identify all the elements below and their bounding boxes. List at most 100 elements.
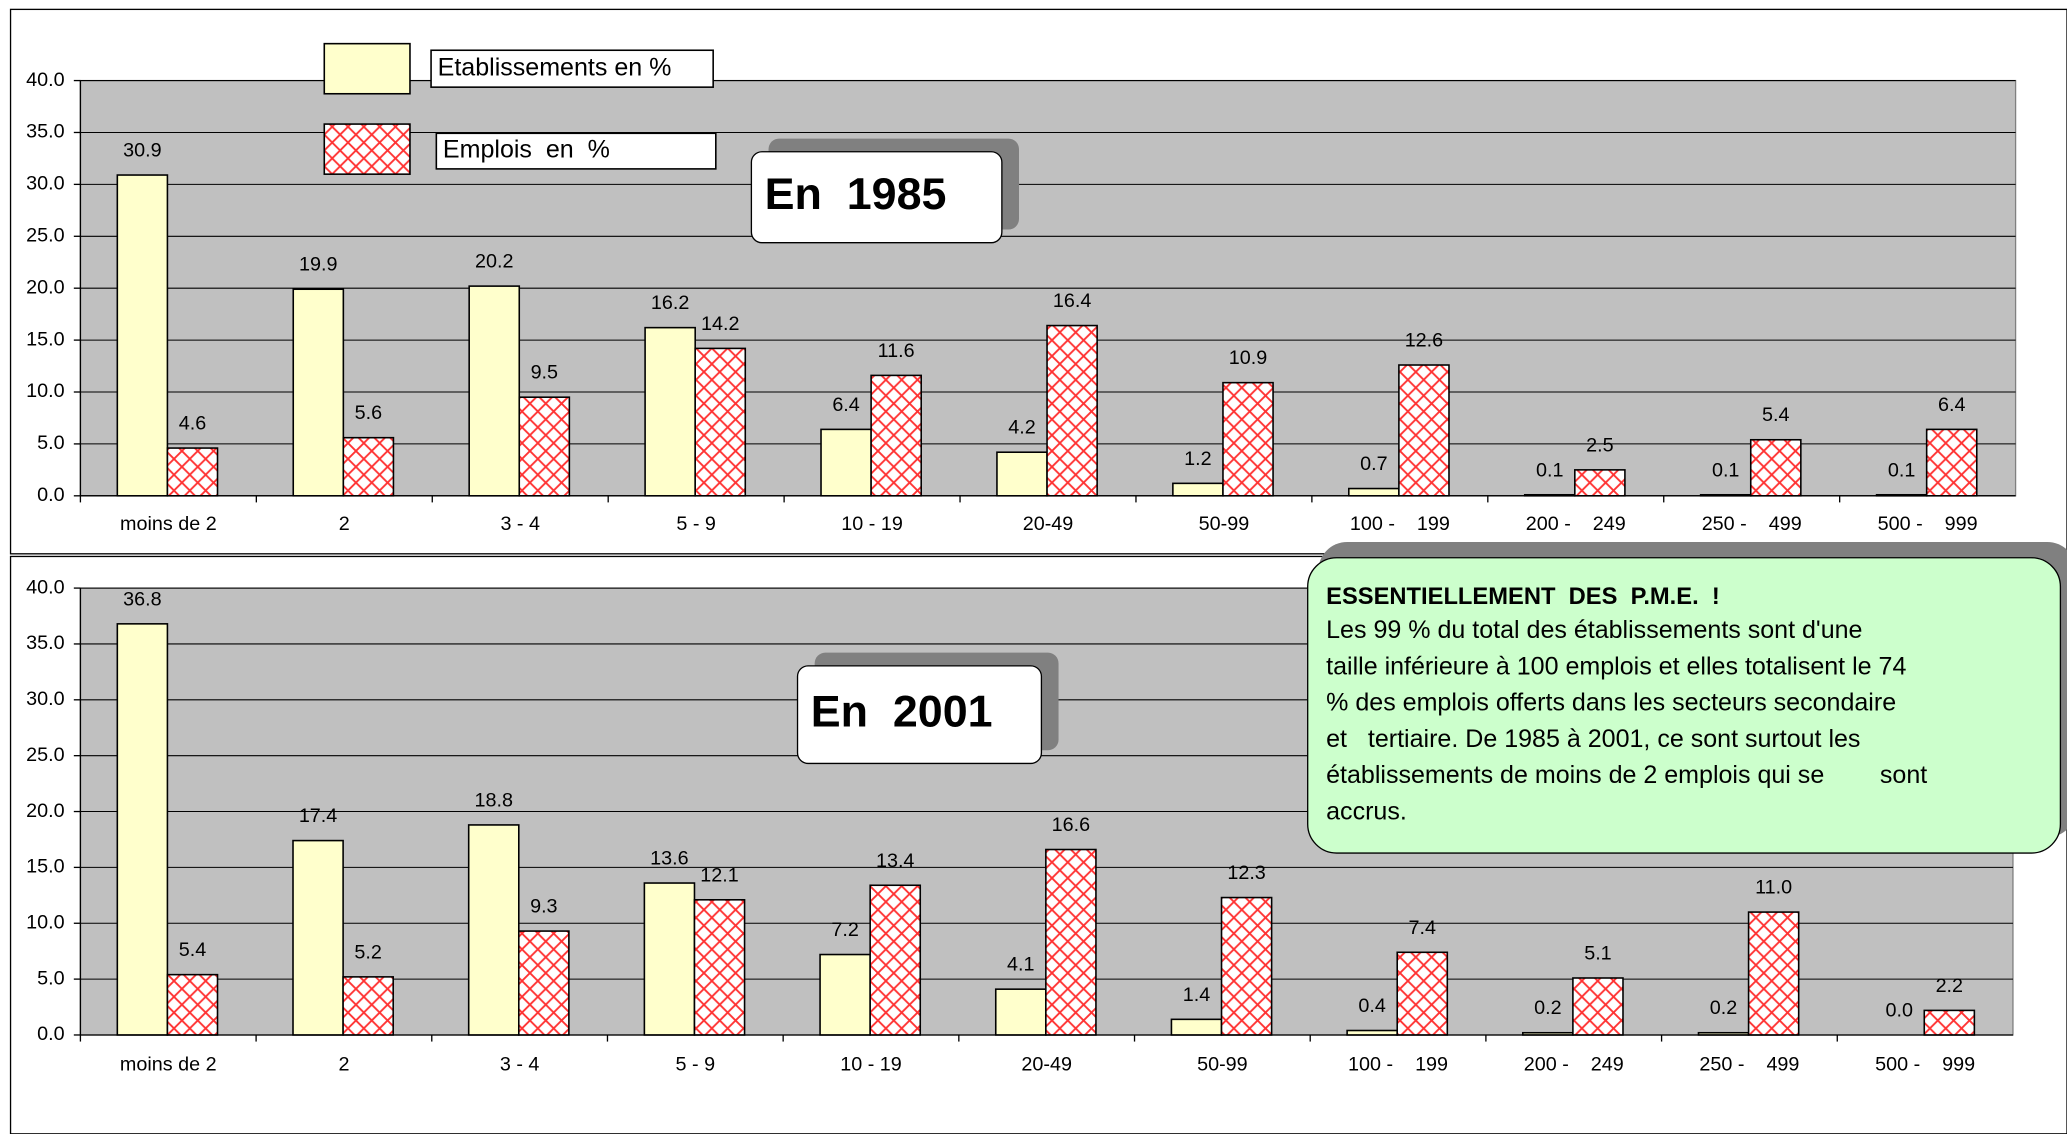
value-label: 5.2 [354, 941, 381, 963]
x-tick-label: 100 - 199 [1348, 1054, 1448, 1076]
bar [643, 882, 696, 1036]
bar [1396, 951, 1449, 1036]
note-line: établissements de moins de 2 emplois qui… [1326, 761, 1927, 789]
value-label: 4.1 [1007, 954, 1034, 976]
y-tick-label: 5.0 [37, 967, 64, 989]
y-tick-label: 30.0 [26, 688, 64, 710]
bar [994, 988, 1047, 1036]
legend-swatch [323, 42, 411, 95]
bar [342, 976, 394, 1036]
value-label: 5.1 [1584, 942, 1611, 964]
value-label: 10.9 [1229, 347, 1267, 369]
value-label: 6.4 [832, 394, 859, 416]
y-tick-label: 15.0 [26, 856, 64, 878]
value-label: 5.4 [1762, 404, 1789, 426]
bar [1170, 1018, 1223, 1036]
x-tick-label: 200 - 249 [1524, 1054, 1624, 1076]
x-tick-label: 100 - 199 [1350, 513, 1450, 535]
bar [996, 451, 1048, 497]
x-tick-label: 250 - 499 [1702, 513, 1802, 535]
value-label: 0.1 [1888, 459, 1915, 481]
x-tick-label: 500 - 999 [1878, 513, 1978, 535]
bar [1572, 977, 1624, 1036]
y-tick-label: 35.0 [26, 632, 64, 654]
value-label: 12.6 [1405, 330, 1443, 352]
bar [342, 436, 395, 497]
value-label: 18.8 [474, 789, 512, 811]
title-box [796, 665, 1043, 765]
value-label: 30.9 [123, 140, 161, 162]
value-label: 0.1 [1712, 459, 1739, 481]
note-title: ESSENTIELLEMENT DES P.M.E. ! [1326, 584, 1720, 610]
value-label: 4.6 [179, 413, 206, 435]
x-tick-label: 250 - 499 [1699, 1054, 1799, 1076]
value-label: 5.4 [179, 939, 206, 961]
value-label: 14.2 [701, 313, 739, 335]
bar [517, 930, 570, 1036]
bar [1220, 896, 1273, 1036]
bar [1925, 428, 1978, 497]
x-tick-label: 3 - 4 [500, 513, 540, 535]
x-tick-label: 500 - 999 [1875, 1054, 1975, 1076]
legend-label: Etablissements en % [438, 53, 672, 81]
value-label: 0.0 [1885, 999, 1912, 1021]
bar [693, 899, 746, 1036]
x-tick-label: 20-49 [1021, 1054, 1072, 1076]
value-label: 0.1 [1536, 459, 1563, 481]
bar [166, 447, 219, 497]
value-label: 6.4 [1938, 394, 1965, 416]
note-line: et tertiaire. De 1985 à 2001, ce sont su… [1326, 725, 1860, 753]
value-label: 9.3 [530, 896, 557, 918]
bar [518, 396, 571, 497]
value-label: 12.3 [1227, 862, 1265, 884]
bar [1346, 1029, 1399, 1036]
bar [292, 288, 345, 497]
x-tick-label: 20-49 [1023, 513, 1074, 535]
x-tick-label: 5 - 9 [676, 1054, 716, 1076]
x-tick-label: 5 - 9 [676, 513, 716, 535]
value-label: 17.4 [299, 805, 337, 827]
y-tick-label: 25.0 [26, 225, 64, 247]
y-tick-label: 35.0 [26, 121, 64, 143]
value-label: 11.0 [1755, 877, 1792, 899]
value-label: 4.2 [1008, 417, 1035, 439]
value-label: 16.6 [1052, 814, 1090, 836]
bar [1046, 324, 1098, 497]
bar [869, 884, 922, 1036]
legend-box [430, 49, 714, 88]
value-label: 0.4 [1358, 995, 1385, 1017]
y-tick-label: 15.0 [26, 328, 64, 350]
bar [819, 953, 871, 1036]
legend-swatch [323, 123, 411, 175]
y-tick-label: 40.0 [26, 576, 64, 598]
value-label: 20.2 [475, 251, 513, 273]
value-label: 0.2 [1534, 997, 1561, 1019]
x-tick-label: 50-99 [1199, 513, 1250, 535]
legend-box [435, 132, 717, 170]
value-label: 0.2 [1710, 997, 1737, 1019]
value-label: 12.1 [700, 864, 738, 886]
bar [292, 839, 344, 1036]
value-label: 36.8 [123, 588, 161, 610]
y-tick-label: 10.0 [26, 380, 64, 402]
value-label: 13.6 [650, 848, 688, 870]
bar [820, 428, 872, 497]
y-tick-label: 25.0 [26, 744, 64, 766]
x-tick-label: 2 [339, 513, 350, 535]
y-tick-label: 20.0 [26, 800, 64, 822]
bar [694, 347, 747, 497]
value-label: 0.7 [1360, 453, 1387, 475]
note-line: taille inférieure à 100 emplois et elles… [1326, 652, 1906, 680]
bar [1398, 364, 1450, 497]
value-label: 16.4 [1053, 290, 1091, 312]
x-tick-label: 10 - 19 [840, 1054, 902, 1076]
note-line: Les 99 % du total des établissements son… [1326, 616, 1862, 644]
bar [1348, 487, 1400, 497]
value-label: 1.4 [1183, 984, 1210, 1006]
bar [644, 326, 696, 497]
bar [467, 824, 520, 1036]
bar [116, 623, 169, 1036]
note-box [1307, 557, 2062, 854]
x-tick-label: moins de 2 [120, 513, 217, 535]
value-label: 9.5 [531, 362, 558, 384]
